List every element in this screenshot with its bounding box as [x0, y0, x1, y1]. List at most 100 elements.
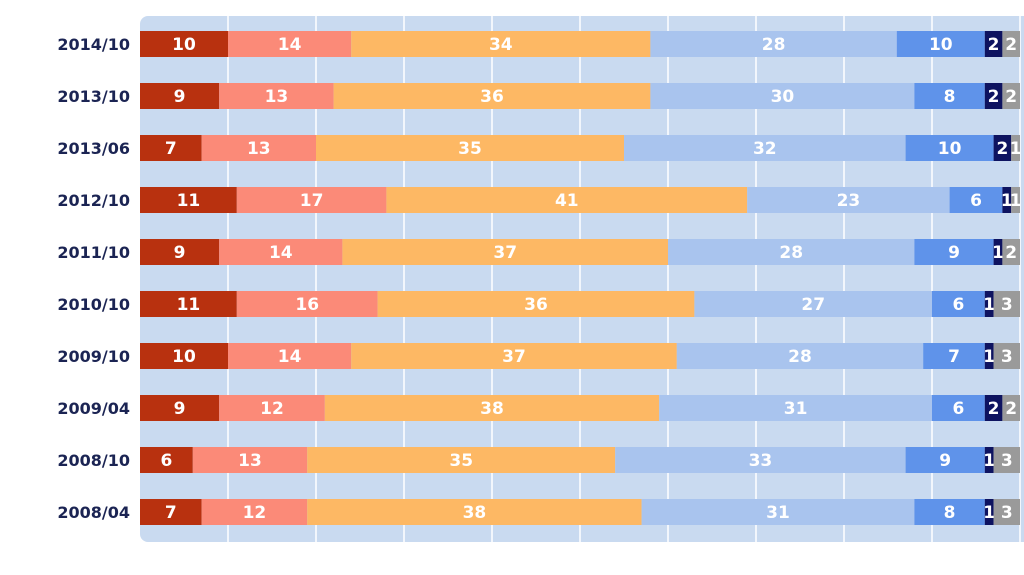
- data-label: 36: [480, 87, 504, 107]
- data-label: 3: [1001, 295, 1013, 315]
- bar-segment: [905, 135, 994, 161]
- data-label: 6: [970, 191, 982, 211]
- bar-segment: [624, 135, 906, 161]
- category-label: 2014/10: [57, 35, 130, 54]
- bar-segment: [984, 83, 1003, 109]
- bar-segment: [668, 239, 915, 265]
- category-label: 2009/04: [57, 399, 130, 418]
- bar-segment: [140, 395, 220, 421]
- data-label: 10: [938, 139, 962, 159]
- data-label: 7: [165, 503, 177, 523]
- bar-segment: [377, 291, 695, 317]
- data-label: 41: [555, 191, 579, 211]
- bar-segment: [228, 31, 352, 57]
- data-label: 31: [766, 503, 790, 523]
- data-label: 10: [172, 347, 196, 367]
- bar-row: 11 17 41 23 6 11: [140, 187, 1022, 213]
- bar-segment: [993, 499, 1020, 525]
- data-label: 17: [300, 191, 324, 211]
- data-label: 1: [1001, 191, 1013, 211]
- data-label: 9: [174, 87, 186, 107]
- data-label: 13: [247, 139, 271, 159]
- bar-row: 7 13 35 32 10 2 1: [140, 135, 1022, 161]
- data-label: 35: [458, 139, 482, 159]
- bar-segment: [615, 447, 906, 473]
- data-label: 13: [265, 87, 289, 107]
- category-label: 2013/06: [57, 139, 130, 158]
- data-label: 16: [295, 295, 319, 315]
- data-label: 1: [1010, 191, 1022, 211]
- bar-segment: [949, 187, 1003, 213]
- data-label: 2: [1005, 243, 1017, 263]
- data-label: 1: [983, 503, 995, 523]
- category-labels: 2014/10 2013/10 2013/06 2012/10 2011/10 2010/…: [57, 35, 130, 522]
- data-label: 3: [1001, 503, 1013, 523]
- data-label: 31: [784, 399, 808, 419]
- data-label: 2: [1005, 35, 1017, 55]
- data-label: 23: [837, 191, 861, 211]
- bar-row: 9 13 36 30 8 2 2: [140, 83, 1020, 109]
- data-label: 38: [480, 399, 504, 419]
- data-label: 14: [278, 347, 302, 367]
- data-label: 9: [948, 243, 960, 263]
- bar-segment: [316, 135, 624, 161]
- data-label: 2: [988, 399, 1000, 419]
- bar-row: 11 16 36 27 6 1 3: [140, 291, 1020, 317]
- data-label: 32: [753, 139, 777, 159]
- bar-segment: [140, 135, 202, 161]
- bar-segment: [140, 239, 220, 265]
- bar-segment: [1011, 187, 1020, 213]
- data-label: 2: [988, 35, 1000, 55]
- bar-segment: [140, 83, 220, 109]
- data-label: 36: [524, 295, 548, 315]
- bar-segment: [984, 395, 1003, 421]
- bar-segment: [236, 291, 378, 317]
- bars: 10 14 34 28 10 2 29 13 36 30 8 2 27 13 35 32 10 2 111 17 41 2…: [140, 31, 1022, 525]
- category-label: 2008/04: [57, 503, 130, 522]
- data-label: 8: [944, 87, 956, 107]
- data-label: 2: [1005, 399, 1017, 419]
- bar-segment: [219, 395, 325, 421]
- bar-segment: [993, 343, 1020, 369]
- category-label: 2011/10: [57, 243, 130, 262]
- category-label: 2013/10: [57, 87, 130, 106]
- data-label: 38: [463, 503, 487, 523]
- bar-segment: [1002, 31, 1020, 57]
- data-label: 1: [983, 451, 995, 471]
- bar-segment: [351, 343, 677, 369]
- bar-row: 9 14 37 28 9 1 2: [140, 239, 1020, 265]
- bar-segment: [201, 499, 308, 525]
- bar-segment: [307, 499, 642, 525]
- data-label: 1: [983, 295, 995, 315]
- bar-row: 9 12 38 31 6 2 2: [140, 395, 1020, 421]
- bar-segment: [140, 499, 202, 525]
- data-label: 11: [177, 191, 201, 211]
- bar-segment: [984, 499, 994, 525]
- data-label: 14: [269, 243, 293, 263]
- data-label: 35: [449, 451, 473, 471]
- bar-segment: [641, 499, 915, 525]
- category-label: 2008/10: [57, 451, 130, 470]
- data-label: 6: [160, 451, 172, 471]
- bar-segment: [140, 187, 237, 213]
- data-label: 14: [278, 35, 302, 55]
- bar-segment: [140, 343, 228, 369]
- bar-segment: [932, 291, 985, 317]
- data-label: 10: [172, 35, 196, 55]
- bar-segment: [324, 395, 660, 421]
- bar-segment: [140, 291, 237, 317]
- data-label: 28: [762, 35, 786, 55]
- bar-segment: [219, 83, 334, 109]
- category-label: 2012/10: [57, 191, 130, 210]
- data-label: 12: [243, 503, 267, 523]
- category-label: 2009/10: [57, 347, 130, 366]
- bar-segment: [650, 31, 897, 57]
- bar-segment: [1002, 83, 1020, 109]
- bar-segment: [932, 395, 985, 421]
- data-label: 6: [952, 399, 964, 419]
- bar-segment: [676, 343, 924, 369]
- data-label: 1: [983, 347, 995, 367]
- bar-segment: [914, 83, 985, 109]
